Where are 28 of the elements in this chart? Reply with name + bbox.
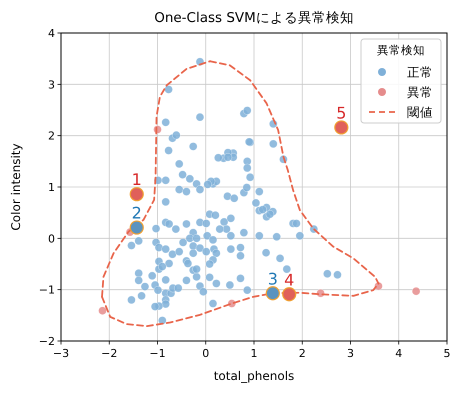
x-tick-label: −1 [149, 347, 166, 360]
annotation: 4 [284, 270, 294, 290]
annotation: 2 [132, 204, 142, 223]
x-tick-label: 2 [298, 347, 306, 360]
x-tick-label: −2 [101, 347, 118, 360]
y-tick-label: 4 [48, 27, 55, 40]
y-axis-title: Color intensity [9, 143, 23, 231]
x-tick-label: 1 [250, 347, 258, 360]
legend-label: 異常 [407, 84, 433, 100]
legend-label: 正常 [407, 64, 433, 80]
x-axis-title: total_phenols [214, 369, 294, 383]
legend-title: 異常検知 [377, 43, 425, 57]
legend-label: 閾値 [407, 104, 433, 120]
x-tick-label: 5 [444, 347, 450, 360]
y-tick-label: −1 [38, 284, 55, 297]
annotation: 1 [132, 170, 142, 190]
y-tick-label: −2 [38, 335, 55, 348]
y-tick-label: 1 [48, 181, 55, 194]
x-tick-label: 3 [347, 347, 354, 360]
x-tick-label: 0 [202, 347, 210, 360]
y-tick-label: 0 [48, 232, 55, 246]
y-tick-label: 3 [48, 78, 55, 92]
y-tick-label: 2 [48, 130, 55, 143]
chart-title: One-Class SVMによる異常検知 [154, 10, 354, 26]
annotation: 5 [336, 103, 346, 122]
x-tick-label: 4 [395, 347, 402, 360]
x-tick-label: −3 [52, 347, 70, 360]
annotation: 3 [268, 269, 278, 288]
